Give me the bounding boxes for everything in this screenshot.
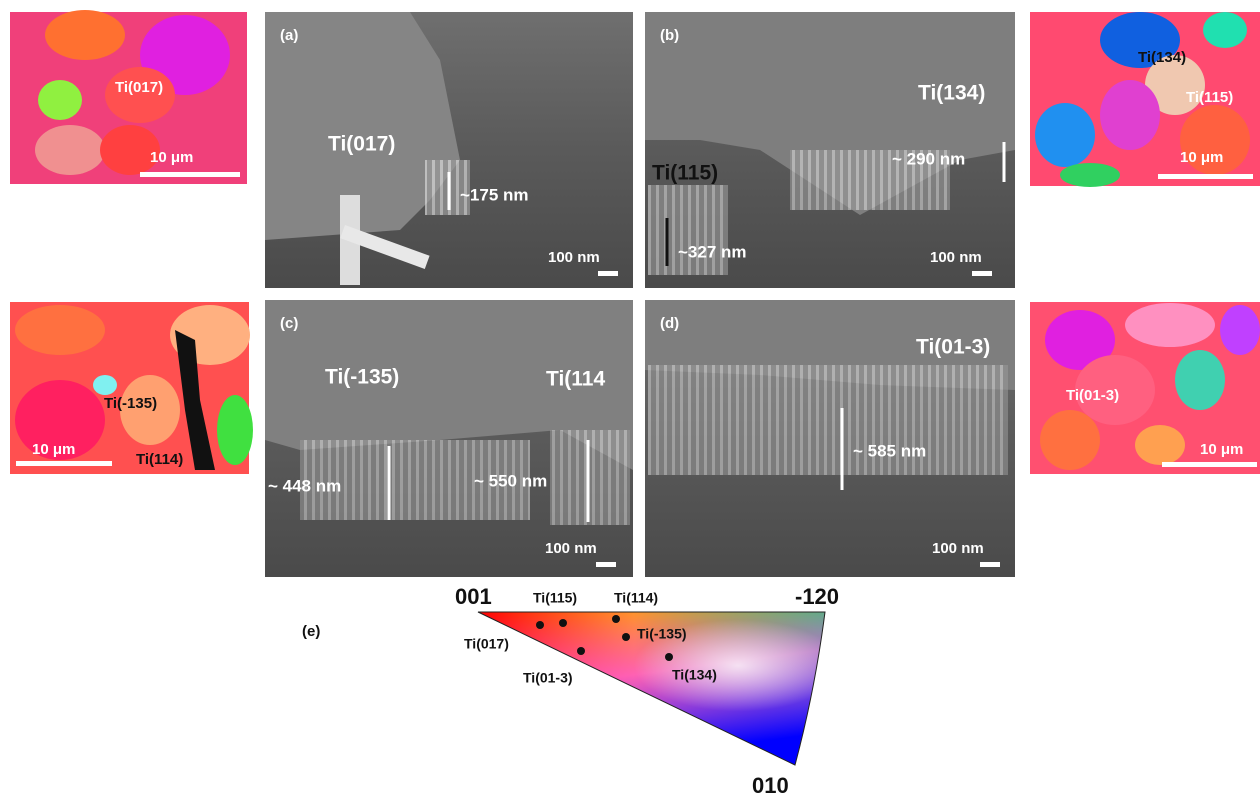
- point-label: Ti(114): [614, 590, 658, 606]
- panel-tag: (b): [660, 27, 679, 44]
- point-label: Ti(134): [672, 667, 717, 683]
- scale-label: 10 μm: [1180, 149, 1223, 166]
- orientation-label: Ti(114: [546, 368, 605, 391]
- ipf-triangle: (e) 001 -120 010 Ti(115) Ti(114) Ti(017)…: [302, 584, 839, 798]
- sem-panel: (b) Ti(134) Ti(115) ~ 290 nm ~327 nm 100…: [645, 12, 1015, 288]
- ebsd-map: Ti(134) Ti(115) 10 μm: [1030, 12, 1260, 187]
- scale-label: 100 nm: [545, 540, 597, 557]
- thickness-label: ~175 nm: [460, 185, 529, 204]
- orientation-label: Ti(-135): [325, 366, 399, 389]
- ebsd-map: Ti(-135) Ti(114) 10 μm: [10, 302, 253, 474]
- orientation-label: Ti(115): [652, 162, 718, 185]
- orientation-label: Ti(115): [1186, 89, 1233, 106]
- thickness-label: ~ 550 nm: [474, 471, 547, 490]
- orientation-label: Ti(134): [918, 82, 985, 105]
- panel-tag: (a): [280, 27, 298, 44]
- sem-panel: (a) Ti(017) ~175 nm 100 nm: [265, 12, 633, 288]
- orientation-label: Ti(01-3): [1066, 387, 1119, 404]
- thickness-label: ~ 448 nm: [268, 476, 341, 495]
- corner-label: 010: [752, 773, 789, 798]
- sem-panel: (c) Ti(-135) Ti(114 ~ 448 nm ~ 550 nm 10…: [265, 300, 633, 577]
- ebsd-map: Ti(01-3) 10 μm: [1030, 302, 1260, 474]
- orientation-label: Ti(134): [1138, 49, 1186, 66]
- ebsd-map: Ti(017) 10 μm: [10, 10, 247, 184]
- point-label: Ti(01-3): [523, 670, 573, 686]
- orientation-label: Ti(017): [328, 133, 395, 156]
- scale-label: 10 μm: [150, 149, 193, 166]
- point-label: Ti(-135): [637, 626, 687, 642]
- scale-label: 10 μm: [1200, 441, 1243, 458]
- orientation-label: Ti(-135): [104, 395, 157, 412]
- orientation-label: Ti(017): [115, 79, 163, 96]
- scale-label: 10 μm: [32, 441, 75, 458]
- point-label: Ti(017): [464, 636, 509, 652]
- thickness-label: ~327 nm: [678, 242, 747, 261]
- orientation-label: Ti(01-3): [916, 336, 990, 359]
- panel-tag: (d): [660, 315, 679, 332]
- corner-label: -120: [795, 584, 839, 609]
- orientation-label: Ti(114): [136, 451, 183, 468]
- scale-label: 100 nm: [548, 249, 600, 266]
- panel-tag: (c): [280, 315, 298, 332]
- figure: Ti(017) 10 μm Ti(134) Ti(115) 10 μm Ti(-…: [0, 0, 1260, 799]
- scale-label: 100 nm: [930, 249, 982, 266]
- thickness-label: ~ 585 nm: [853, 441, 926, 460]
- thickness-label: ~ 290 nm: [892, 149, 965, 168]
- panel-tag: (e): [302, 623, 320, 640]
- point-label: Ti(115): [533, 590, 577, 606]
- corner-label: 001: [455, 584, 492, 609]
- sem-panel: (d) Ti(01-3) ~ 585 nm 100 nm: [645, 300, 1015, 577]
- scale-label: 100 nm: [932, 540, 984, 557]
